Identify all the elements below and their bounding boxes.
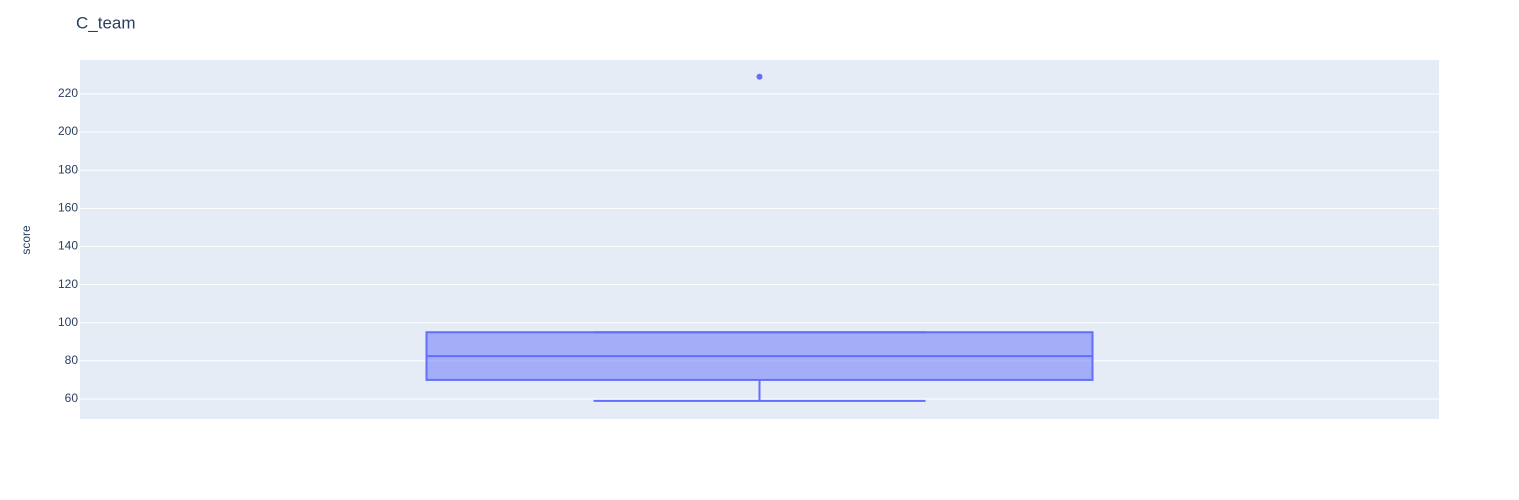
outlier [756,73,763,80]
y-tick-label: 80 [65,353,79,367]
chart-title: C_team [76,13,136,32]
y-tick-label: 60 [65,391,79,405]
y-axis-label: score [19,225,33,255]
y-tick-label: 140 [58,239,78,253]
y-tick-label: 220 [58,86,78,100]
y-tick-label: 200 [58,124,78,138]
y-tick-label: 100 [58,315,78,329]
y-tick-label: 180 [58,162,78,176]
y-tick-label: 120 [58,277,78,291]
y-tick-label: 160 [58,201,78,215]
